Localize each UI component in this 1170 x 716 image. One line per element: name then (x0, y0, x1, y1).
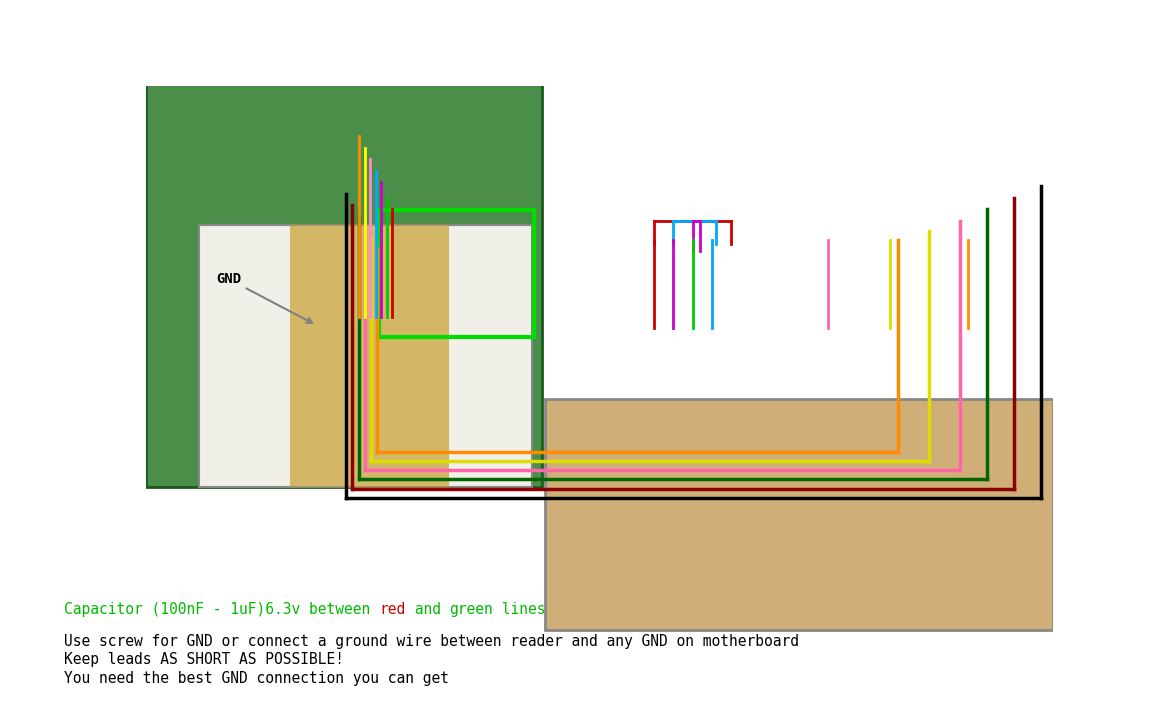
Bar (290, 226, 448, 487)
Text: green: green (449, 602, 493, 617)
Text: red: red (379, 602, 406, 617)
Bar (379, 210, 534, 337)
Text: GND: GND (216, 272, 312, 323)
Text: Keep leads AS SHORT AS POSSIBLE!: Keep leads AS SHORT AS POSSIBLE! (64, 652, 344, 667)
Text: lines: lines (493, 602, 545, 617)
Bar (146, 79, 542, 487)
Bar (146, 79, 542, 487)
Bar (199, 226, 532, 487)
Text: You need the best GND connection you can get: You need the best GND connection you can… (64, 671, 449, 686)
Bar (545, 399, 1053, 629)
Bar (545, 399, 1053, 629)
Text: and: and (406, 602, 449, 617)
Text: Capacitor (100nF - 1uF)6.3v between: Capacitor (100nF - 1uF)6.3v between (64, 602, 379, 617)
Text: Use screw for GND or connect a ground wire between reader and any GND on motherb: Use screw for GND or connect a ground wi… (64, 634, 799, 649)
Bar (199, 226, 532, 487)
